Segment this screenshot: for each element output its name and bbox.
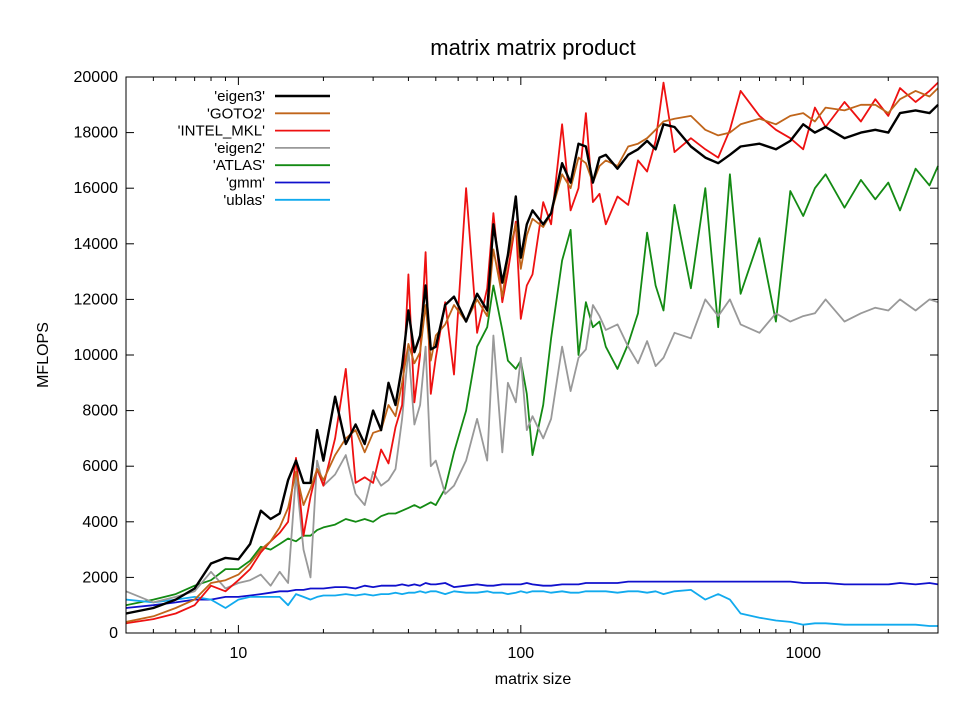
- y-tick-label: 20000: [74, 69, 119, 86]
- y-axis-label: MFLOPS: [35, 322, 52, 388]
- legend-label-intel-mkl: 'INTEL_MKL': [178, 123, 266, 140]
- legend-label-eigen3: 'eigen3': [214, 88, 265, 105]
- y-tick-label: 4000: [82, 514, 118, 531]
- series-line-eigen3: [125, 103, 939, 615]
- y-tick-label: 18000: [74, 125, 119, 142]
- x-axis-label: matrix size: [495, 671, 572, 688]
- legend-label-ublas: 'ublas': [223, 192, 265, 209]
- series-line-atlas: [125, 165, 939, 607]
- legend-label-goto2: 'GOTO2': [207, 105, 265, 122]
- y-tick-label: 12000: [74, 291, 119, 308]
- y-tick-label: 8000: [82, 403, 118, 420]
- series-line-eigen2: [125, 298, 939, 604]
- y-tick-label: 16000: [74, 180, 119, 197]
- y-tick-label: 6000: [82, 458, 118, 475]
- y-tick-label: 2000: [82, 569, 118, 586]
- legend: 'eigen3''GOTO2''INTEL_MKL''eigen2''ATLAS…: [178, 88, 330, 209]
- plot-frame: [125, 76, 939, 634]
- y-tick-label: 10000: [74, 347, 119, 364]
- chart-title: matrix matrix product: [430, 35, 635, 60]
- legend-label-gmm: 'gmm': [226, 175, 265, 192]
- x-tick-label: 10: [229, 645, 247, 662]
- y-tick-label: 0: [109, 625, 118, 642]
- x-tick-label: 100: [507, 645, 534, 662]
- x-tick-label: 1000: [785, 645, 821, 662]
- legend-label-atlas: 'ATLAS': [213, 157, 265, 174]
- series-line-ublas: [125, 589, 938, 627]
- y-tick-label: 14000: [74, 236, 119, 253]
- series-line-gmm: [125, 580, 939, 609]
- legend-label-eigen2: 'eigen2': [214, 140, 265, 157]
- series-line-intel-mkl: [125, 81, 939, 625]
